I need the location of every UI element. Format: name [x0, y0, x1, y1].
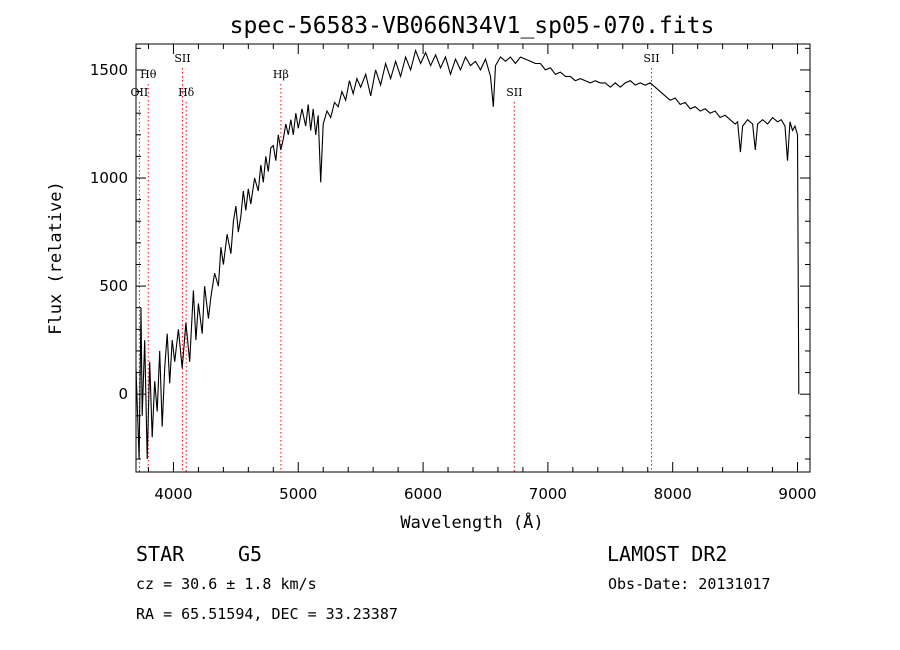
x-tick-label-0: 4000 [154, 485, 192, 503]
x-tick-label-1: 5000 [279, 485, 317, 503]
plot-frame [135, 43, 811, 473]
marker-label-2: SII [174, 52, 190, 65]
object-class: STAR [136, 542, 185, 566]
marker-label-5: SII [506, 86, 522, 99]
x-tick-label-5: 9000 [778, 485, 816, 503]
x-tick-label-3: 7000 [529, 485, 567, 503]
marker-label-0: OII [131, 86, 149, 99]
coordinates: RA = 65.51594, DEC = 33.23387 [136, 605, 398, 623]
y-tick-label-2: 1000 [90, 169, 128, 187]
obs-date: Obs-Date: 20131017 [608, 575, 771, 593]
spectrum-line-0 [135, 48, 800, 460]
x-tick-label-2: 6000 [404, 485, 442, 503]
x-tick-label-4: 8000 [654, 485, 692, 503]
spectral-line-markers: OII Hθ SII Hδ Hβ SII SII [131, 52, 660, 472]
axes: 4000 5000 6000 7000 8000 9000 0 500 1000 1500 [90, 44, 817, 503]
y-tick-label-1: 500 [99, 277, 128, 295]
marker-label-4: Hβ [273, 68, 289, 81]
marker-label-3: Hδ [178, 86, 195, 99]
spectral-subclass: G5 [238, 542, 263, 566]
marker-label-6: SII [643, 52, 659, 65]
x-axis-label: Wavelength (Å) [400, 511, 543, 533]
redshift-text: cz = 30.6 ± 1.8 km/s [136, 575, 317, 593]
y-axis-label: Flux (relative) [46, 181, 66, 335]
chart-title: spec-56583-VB066N34V1_sp05-070.fits [230, 13, 715, 39]
survey-name: LAMOST DR2 [607, 542, 728, 566]
y-tick-label-3: 1500 [90, 61, 128, 79]
spectrum-series [135, 48, 800, 460]
marker-label-1: Hθ [140, 68, 157, 81]
y-tick-label-0: 0 [118, 385, 128, 403]
